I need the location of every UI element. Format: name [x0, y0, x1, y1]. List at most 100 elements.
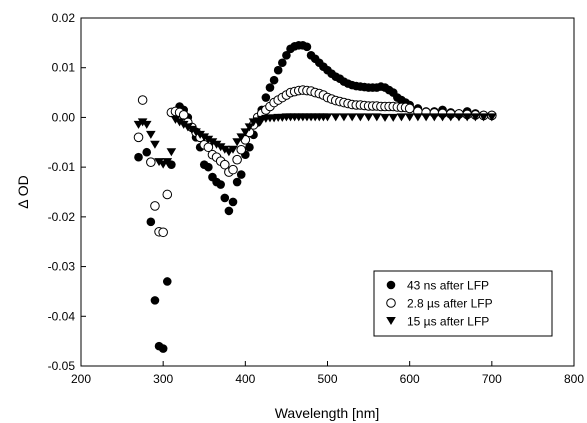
data-point-series-1 [134, 152, 143, 162]
data-point-series-3 [191, 128, 201, 137]
y-axis-label: Δ OD [15, 175, 31, 208]
data-point-series-1 [269, 75, 279, 85]
data-point-series-3 [478, 113, 489, 122]
x-axis-label: Wavelength [nm] [275, 405, 380, 421]
legend-marker-filled-circle-icon [386, 280, 396, 290]
data-point-series-2 [232, 154, 242, 165]
data-markers [133, 41, 497, 353]
y-tick-label: -0.05 [48, 359, 76, 373]
legend-marker-triangle-down-icon [386, 317, 396, 325]
data-point-series-3 [339, 113, 349, 122]
x-tick-label: 200 [71, 372, 91, 386]
data-point-series-3 [211, 140, 222, 149]
data-point-series-3 [454, 113, 464, 122]
legend-label-series-3: 15 µs after LFP [407, 315, 489, 329]
data-point-series-3 [178, 120, 189, 129]
data-point-series-3 [322, 113, 333, 122]
data-point-series-3 [437, 113, 448, 122]
data-point-series-1 [158, 344, 168, 353]
data-point-series-3 [154, 158, 164, 167]
data-point-series-1 [302, 42, 312, 52]
y-tick-label: -0.04 [48, 309, 76, 323]
data-point-series-2 [404, 103, 415, 114]
data-point-series-2 [228, 164, 238, 175]
data-point-series-3 [195, 130, 205, 139]
data-point-series-1 [228, 197, 238, 207]
data-point-series-1 [142, 147, 152, 157]
data-point-series-3 [174, 118, 185, 127]
data-point-series-3 [228, 145, 238, 154]
data-point-series-3 [470, 113, 481, 122]
data-point-series-3 [183, 123, 193, 132]
data-point-series-3 [187, 125, 197, 134]
data-point-series-2 [236, 144, 247, 155]
data-point-series-1 [265, 83, 275, 92]
data-point-series-3 [150, 140, 160, 149]
y-tick-label: -0.02 [48, 210, 76, 224]
data-point-series-1 [150, 296, 160, 305]
data-point-series-3 [203, 135, 214, 144]
data-point-series-3 [372, 113, 382, 122]
data-point-series-3 [137, 118, 148, 127]
data-point-series-1 [220, 193, 230, 203]
data-point-series-1 [232, 177, 242, 187]
data-point-series-3 [141, 120, 152, 129]
data-point-series-3 [207, 138, 218, 147]
data-point-series-1 [146, 217, 156, 227]
x-tick-label: 300 [153, 372, 173, 386]
y-tick-label: -0.01 [48, 160, 76, 174]
data-point-series-3 [413, 113, 423, 122]
x-tick-label: 700 [482, 372, 502, 386]
data-point-series-3 [240, 128, 251, 137]
data-point-series-2 [133, 132, 144, 143]
legend-label-series-2: 2.8 µs after LFP [407, 297, 493, 311]
data-point-series-3 [236, 133, 247, 142]
x-tick-label: 800 [564, 372, 584, 386]
legend: 43 ns after LFP 2.8 µs after LFP 15 µs a… [373, 270, 553, 337]
data-point-series-3 [232, 138, 242, 147]
data-point-series-3 [347, 113, 357, 122]
legend-box [373, 270, 553, 337]
data-point-series-2 [219, 159, 230, 170]
data-point-series-1 [273, 65, 283, 75]
data-point-series-1 [278, 58, 287, 68]
data-point-series-1 [245, 142, 254, 152]
data-point-series-1 [236, 170, 246, 179]
plot-area-frame [80, 17, 575, 367]
data-point-series-3 [215, 143, 226, 152]
legend-label-series-1: 43 ns after LFP [407, 279, 489, 293]
data-point-series-3 [199, 133, 210, 142]
y-tick-label: -0.03 [48, 260, 76, 274]
x-tick-label: 400 [235, 372, 255, 386]
data-point-series-3 [162, 158, 173, 167]
data-point-series-1 [261, 93, 271, 102]
data-point-series-3 [244, 123, 255, 132]
y-tick-label: 0.00 [52, 110, 76, 124]
x-tick-label: 500 [317, 372, 337, 386]
y-tick-label: 0.02 [52, 11, 76, 25]
data-point-series-2 [146, 157, 156, 167]
data-point-series-2 [158, 227, 168, 238]
data-point-series-1 [282, 50, 291, 60]
data-point-series-3 [445, 113, 456, 122]
data-point-series-3 [396, 113, 407, 122]
data-point-series-3 [380, 113, 390, 122]
data-point-series-3 [355, 113, 366, 122]
x-tick-label: 600 [400, 372, 420, 386]
data-point-series-3 [330, 113, 341, 122]
data-point-series-3 [429, 113, 440, 122]
y-tick-label: 0.01 [52, 61, 76, 75]
data-point-series-3 [219, 145, 230, 154]
legend-marker-open-circle-icon [386, 298, 396, 308]
data-point-series-3 [421, 113, 431, 122]
data-point-series-1 [224, 206, 234, 216]
data-point-series-3 [363, 113, 374, 122]
data-point-series-3 [170, 115, 181, 124]
data-point-series-3 [462, 113, 472, 122]
data-point-series-1 [216, 180, 225, 189]
data-point-series-2 [137, 95, 148, 105]
data-point-series-3 [404, 113, 415, 122]
data-point-series-2 [150, 201, 160, 211]
data-point-series-3 [388, 113, 399, 122]
